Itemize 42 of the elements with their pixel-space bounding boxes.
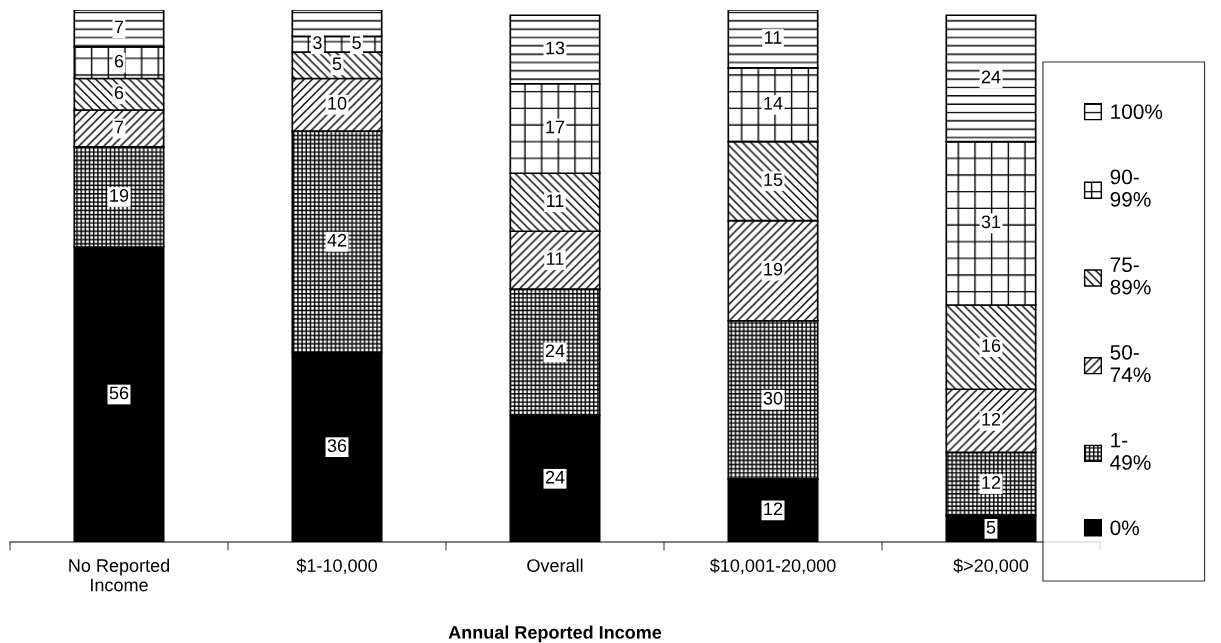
data-label: 10 <box>328 96 347 110</box>
data-label: 3 <box>313 36 322 50</box>
legend-label: 1- 49% <box>1110 432 1151 470</box>
data-label: 30 <box>763 391 783 405</box>
data-label: 42 <box>327 233 347 247</box>
data-label: 36 <box>327 439 347 453</box>
data-label: 56 <box>109 386 129 400</box>
data-label: 16 <box>982 339 1001 352</box>
data-label: 12 <box>982 476 1001 489</box>
data-label: 7 <box>114 20 124 34</box>
data-label: 6 <box>114 54 124 68</box>
data-label: 17 <box>546 120 565 134</box>
legend-label: 100% <box>1111 104 1163 120</box>
data-label: 15 <box>764 173 783 187</box>
data-label: 12 <box>764 502 783 516</box>
data-label: 19 <box>110 189 129 202</box>
data-label: 24 <box>981 70 1001 84</box>
legend-label: 90- 99% <box>1110 169 1151 207</box>
data-label: 19 <box>764 262 783 276</box>
legend-label: 50- 74% <box>1110 344 1151 383</box>
legend-label: 0% <box>1110 520 1140 536</box>
data-label: 14 <box>764 97 783 110</box>
x-tick-label: $10,001-20,000 <box>709 558 836 575</box>
legend-label: 75- 89% <box>1110 257 1151 295</box>
data-label: 5 <box>986 521 996 534</box>
data-label: 31 <box>981 215 1001 229</box>
x-tick-label: Overall <box>527 558 583 572</box>
data-label: 24 <box>545 344 565 358</box>
data-label: 11 <box>547 252 564 265</box>
x-axis-title: Annual Reported Income <box>448 625 662 643</box>
x-tick-label: No Reported Income <box>69 558 170 592</box>
data-label: 6 <box>114 86 124 100</box>
data-label: 12 <box>982 412 1001 426</box>
data-label: 24 <box>545 470 565 484</box>
data-label: 11 <box>547 194 564 207</box>
x-tick-label: $1-10,000 <box>296 558 377 575</box>
data-label: 5 <box>352 36 361 50</box>
x-tick-label: $>20,000 <box>953 558 1029 575</box>
data-label: 11 <box>765 31 782 44</box>
data-label: 13 <box>546 41 565 55</box>
data-label: 7 <box>114 120 124 134</box>
data-label: 5 <box>332 57 342 71</box>
